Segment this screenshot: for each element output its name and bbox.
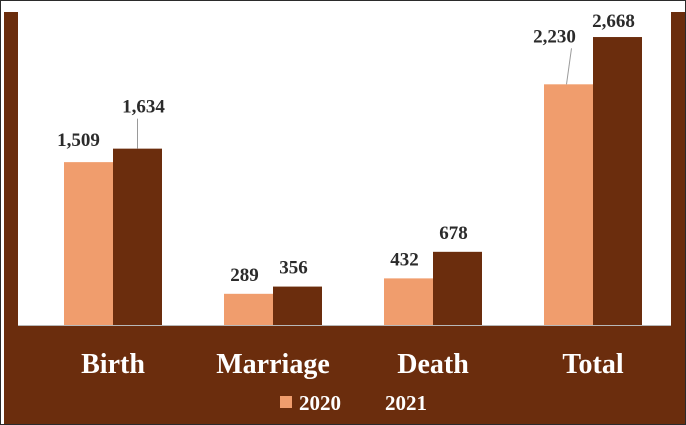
bar-total-2021 — [593, 37, 642, 325]
data-label-marriage-2021: 356 — [279, 258, 308, 279]
legend-label-2020: 2020 — [299, 391, 341, 415]
legend-label-2021: 2021 — [385, 391, 427, 415]
bar-marriage-2021 — [273, 286, 322, 325]
category-label-birth: Birth — [81, 349, 145, 380]
bar-marriage-2020 — [224, 293, 273, 325]
category-label-marriage: Marriage — [216, 349, 330, 380]
legend-swatch-2021 — [366, 396, 378, 408]
data-labels-group: 1,509 1,634 289 356 432 678 2,230 2,668 — [57, 12, 635, 286]
bar-death-2021 — [433, 251, 482, 325]
bar-birth-2021 — [113, 148, 162, 325]
data-label-marriage-2020: 289 — [230, 265, 259, 286]
data-label-birth-2021: 1,634 — [122, 97, 165, 118]
bar-total-2020 — [544, 84, 593, 326]
leader-line-total — [566, 48, 572, 85]
data-label-birth-2020: 1,509 — [57, 130, 100, 151]
data-label-death-2020: 432 — [390, 249, 419, 270]
legend-swatch-2020 — [280, 396, 292, 408]
category-label-death: Death — [397, 349, 469, 380]
bar-death-2020 — [384, 278, 433, 325]
bars-group — [64, 37, 642, 326]
legend: 2020 2021 — [280, 391, 427, 415]
data-label-total-2021: 2,668 — [592, 12, 635, 32]
chart-panel: 1,509 1,634 289 356 432 678 2,230 2,668 Birth Ma… — [4, 12, 685, 424]
data-label-death-2021: 678 — [439, 223, 468, 244]
bar-chart: 1,509 1,634 289 356 432 678 2,230 2,668 Birth Ma… — [18, 12, 671, 415]
category-label-total: Total — [562, 349, 623, 380]
data-label-total-2020: 2,230 — [533, 26, 576, 47]
category-labels-group: Birth Marriage Death Total — [81, 349, 624, 380]
bar-birth-2020 — [64, 162, 113, 325]
